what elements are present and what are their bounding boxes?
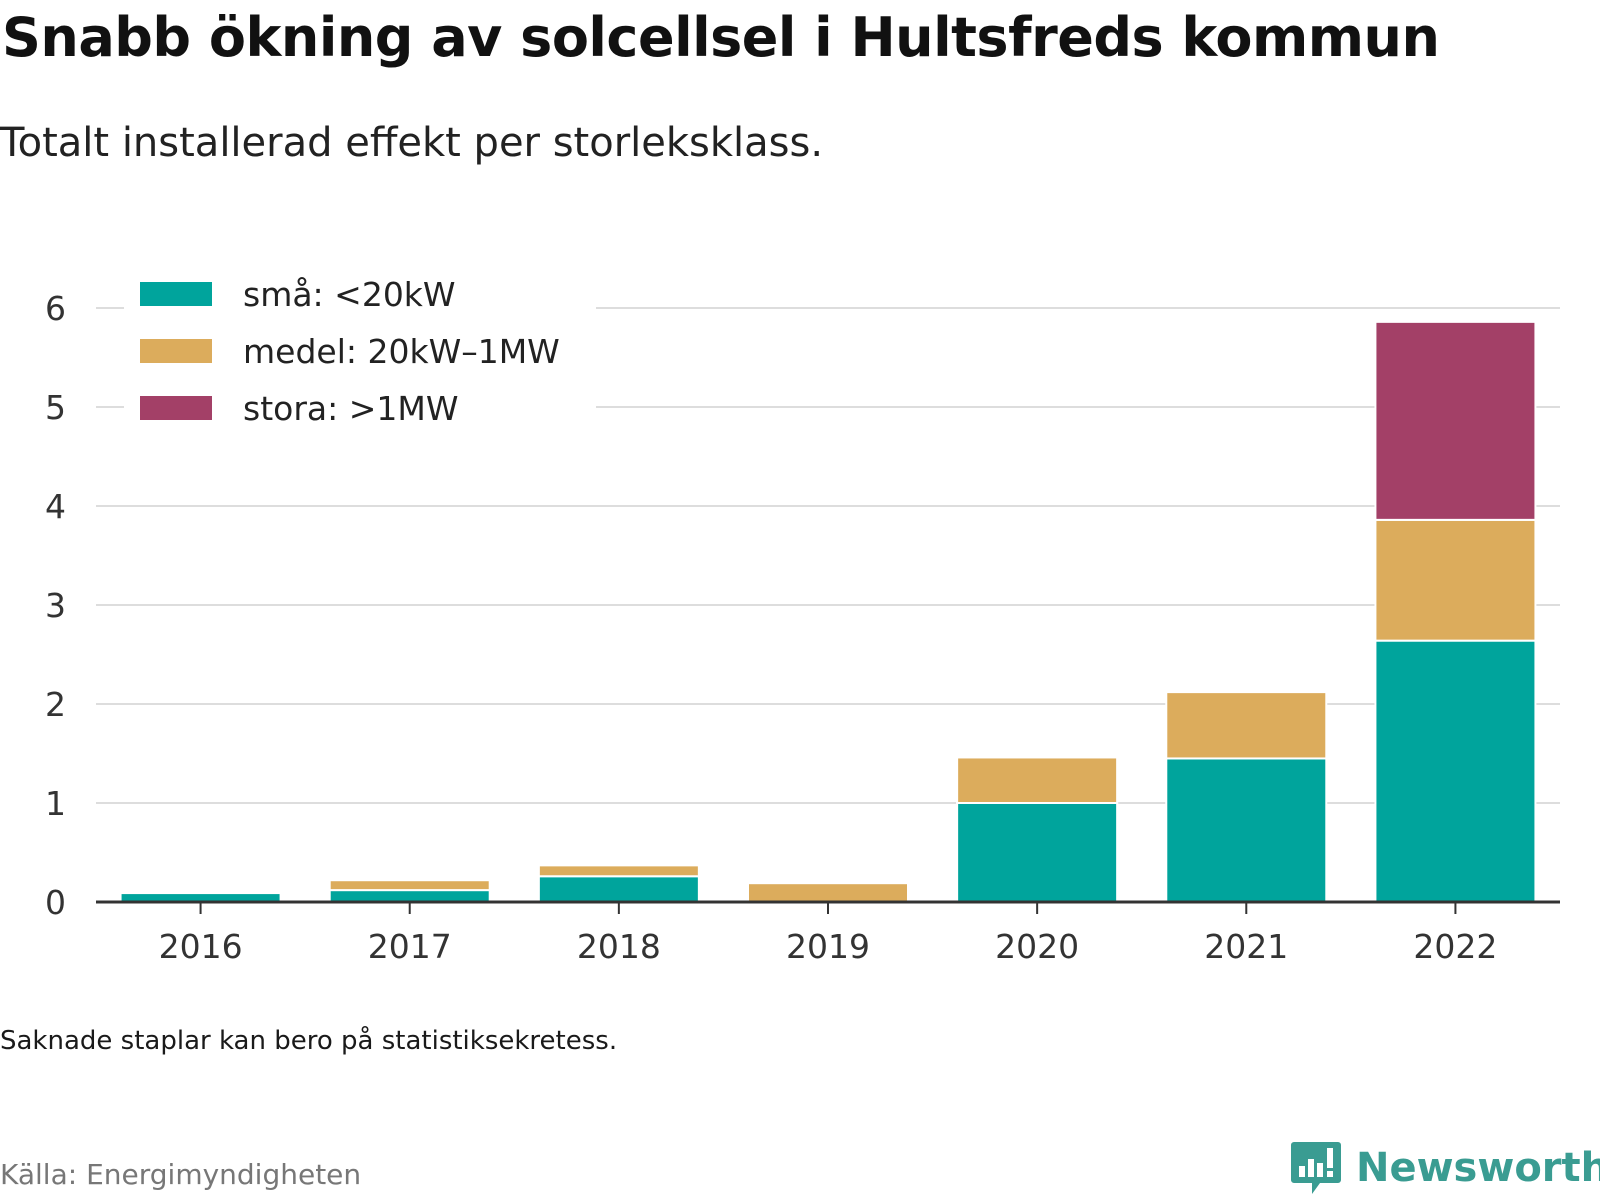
bar-segment: medel: 20kW–1MW 2018: 0.11 bbox=[537, 864, 700, 878]
y-tick-label: 3 bbox=[45, 586, 66, 625]
x-tick-label: 2019 bbox=[786, 927, 870, 966]
y-tick-label: 2 bbox=[45, 685, 66, 724]
chart-subtitle: Totalt installerad effekt per storlekskl… bbox=[0, 120, 824, 166]
newsworthy-logo-icon bbox=[1291, 1142, 1341, 1194]
x-tick-label: 2017 bbox=[368, 927, 452, 966]
legend-swatch bbox=[140, 282, 212, 306]
bar-segment: stora: >1MW 2022: 2 bbox=[1374, 320, 1537, 521]
bar-segment: medel: 20kW–1MW 2017: 0.1 bbox=[328, 879, 491, 892]
x-tick-label: 2018 bbox=[577, 927, 661, 966]
legend: små: <20kW medel: 20kW–1MW stora: >1MW bbox=[124, 268, 596, 428]
axes: 0 1 2 3 4 5 6 2016 2017 2018 2019 2020 2021 2022 bbox=[45, 289, 1560, 966]
source-label: Källa: Energimyndigheten bbox=[0, 1158, 362, 1191]
bars: små: <20kW 2016: 0.09små: <20kW 2017: 0.… bbox=[119, 320, 1537, 904]
legend-swatch bbox=[140, 396, 212, 420]
y-tick-label: 0 bbox=[45, 883, 66, 922]
legend-label: stora: >1MW bbox=[243, 389, 458, 428]
bar-segment: små: <20kW 2017: 0.12 bbox=[328, 889, 491, 903]
footnote: Saknade staplar kan bero på statistiksek… bbox=[0, 1026, 618, 1056]
bar-segment: små: <20kW 2018: 0.26 bbox=[537, 875, 700, 904]
x-tick-label: 2020 bbox=[995, 927, 1079, 966]
brand-name: Newsworthy bbox=[1356, 1145, 1600, 1191]
bar-segment: medel: 20kW–1MW 2020: 0.46 bbox=[956, 756, 1119, 805]
bar-segment: medel: 20kW–1MW 2022: 1.22 bbox=[1374, 518, 1537, 642]
brand-logo: Newsworthy bbox=[1290, 1140, 1600, 1196]
legend-label: små: <20kW bbox=[243, 275, 456, 314]
bar-segment: små: <20kW 2021: 1.45 bbox=[1165, 757, 1328, 904]
legend-swatch bbox=[140, 339, 212, 363]
chart-title: Snabb ökning av solcellsel i Hultsfreds … bbox=[2, 6, 1440, 69]
x-tick-label: 2021 bbox=[1204, 927, 1288, 966]
bar-segment: små: <20kW 2020: 1 bbox=[956, 802, 1119, 903]
y-tick-label: 6 bbox=[45, 289, 66, 328]
legend-label: medel: 20kW–1MW bbox=[243, 332, 560, 371]
x-tick-label: 2022 bbox=[1413, 927, 1497, 966]
y-tick-label: 4 bbox=[45, 487, 66, 526]
bar-segment: små: <20kW 2022: 2.64 bbox=[1374, 639, 1537, 903]
bar-segment: medel: 20kW–1MW 2019: 0.19 bbox=[747, 882, 909, 904]
x-tick-label: 2016 bbox=[159, 927, 243, 966]
y-tick-label: 5 bbox=[45, 388, 66, 427]
y-tick-label: 1 bbox=[45, 784, 66, 823]
bar-segment: medel: 20kW–1MW 2021: 0.67 bbox=[1165, 691, 1328, 760]
stacked-bar-chart: små: <20kW 2016: 0.09små: <20kW 2017: 0.… bbox=[45, 268, 1560, 966]
